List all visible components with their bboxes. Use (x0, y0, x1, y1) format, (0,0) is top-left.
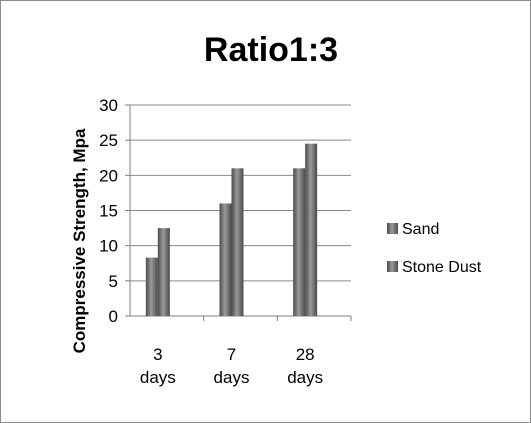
x-tick-label: 28 days (287, 345, 323, 387)
y-tick-label: 30 (99, 96, 118, 115)
bar-stone-dust (231, 168, 244, 316)
legend-swatch (387, 223, 398, 234)
bar-sand (293, 168, 306, 316)
bar-sand (145, 257, 158, 316)
chart-title: Ratio1:3 (204, 31, 338, 69)
y-tick-label: 25 (99, 131, 118, 150)
bar-stone-dust (305, 143, 318, 316)
bars (145, 143, 318, 316)
y-tick-label: 5 (109, 272, 118, 291)
y-axis-label: Compressive Strength, Mpa (70, 128, 89, 353)
x-tick-label: 3 days (140, 345, 176, 387)
legend: Sand Stone Dust (387, 221, 482, 276)
y-tick-label: 10 (99, 237, 118, 256)
y-axis-ticks: 0 5 10 15 20 25 30 (99, 96, 131, 326)
x-tick-label: 7 days (214, 345, 250, 387)
bar-stone-dust (157, 228, 170, 316)
x-axis-ticks: 3 days 7 days 28 days (140, 316, 352, 387)
y-tick-label: 15 (99, 202, 118, 221)
y-tick-label: 20 (99, 166, 118, 185)
y-tick-label: 0 (109, 307, 118, 326)
legend-label: Sand (402, 221, 439, 238)
legend-swatch (387, 261, 398, 272)
bar-sand (219, 203, 232, 316)
legend-label: Stone Dust (402, 259, 482, 276)
